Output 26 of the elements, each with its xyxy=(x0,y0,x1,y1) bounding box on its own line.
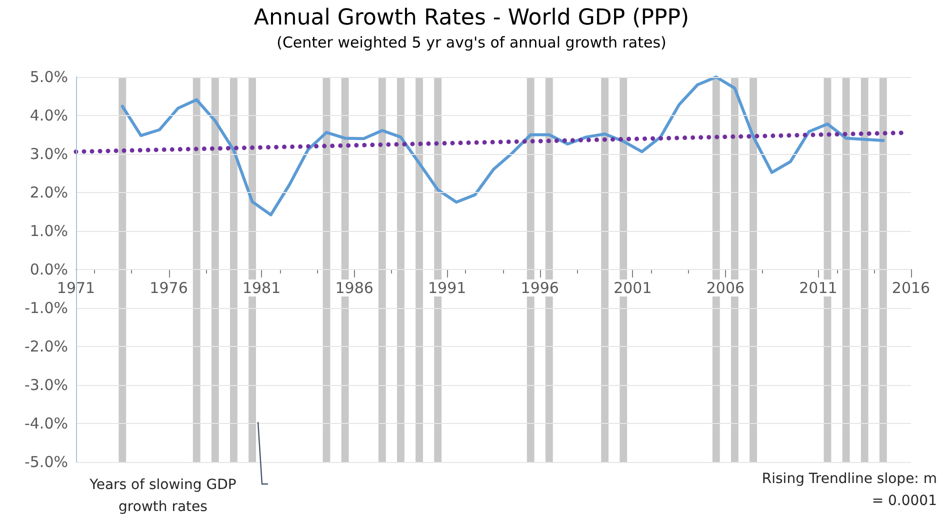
x-tick-label: 1981 xyxy=(242,279,281,297)
text: Rising Trendline slope: m = 0.0001 xyxy=(760,470,937,511)
y-tick-label: -4.0% xyxy=(24,414,68,432)
y-tick-label: 0.0% xyxy=(30,260,68,278)
y-tick-label: 4.0% xyxy=(30,106,68,124)
y-tick-label: 2.0% xyxy=(30,184,68,202)
x-tick-label: 1976 xyxy=(150,279,188,297)
y-tick-label: -1.0% xyxy=(24,299,68,317)
line-series xyxy=(120,76,885,216)
x-tick-label: 1986 xyxy=(335,279,374,297)
text: Years of slowing GDP growth rates xyxy=(88,476,238,517)
x-tick-label: 2011 xyxy=(799,279,838,297)
y-tick-label: -2.0% xyxy=(24,338,68,356)
x-tick-label: 2001 xyxy=(614,279,652,297)
y-tick-label: -3.0% xyxy=(24,376,68,394)
x-tick-label: 1996 xyxy=(520,279,559,297)
chart-title: Annual Growth Rates - World GDP (PPP) xyxy=(254,6,690,30)
y-tick-label: 3.0% xyxy=(30,145,68,163)
y-tick-label: 5.0% xyxy=(30,68,68,86)
x-tick-label: 1991 xyxy=(428,279,466,297)
x-tick-label: 1971 xyxy=(56,279,96,297)
x-tick-label: 2006 xyxy=(706,279,745,297)
y-tick-label: 1.0% xyxy=(30,222,68,240)
x-tick-label: 2016 xyxy=(892,279,930,297)
y-tick-label: -5.0% xyxy=(24,453,68,471)
chart-subtitle: (Center weighted 5 yr avg's of annual growth rates) xyxy=(276,34,666,52)
